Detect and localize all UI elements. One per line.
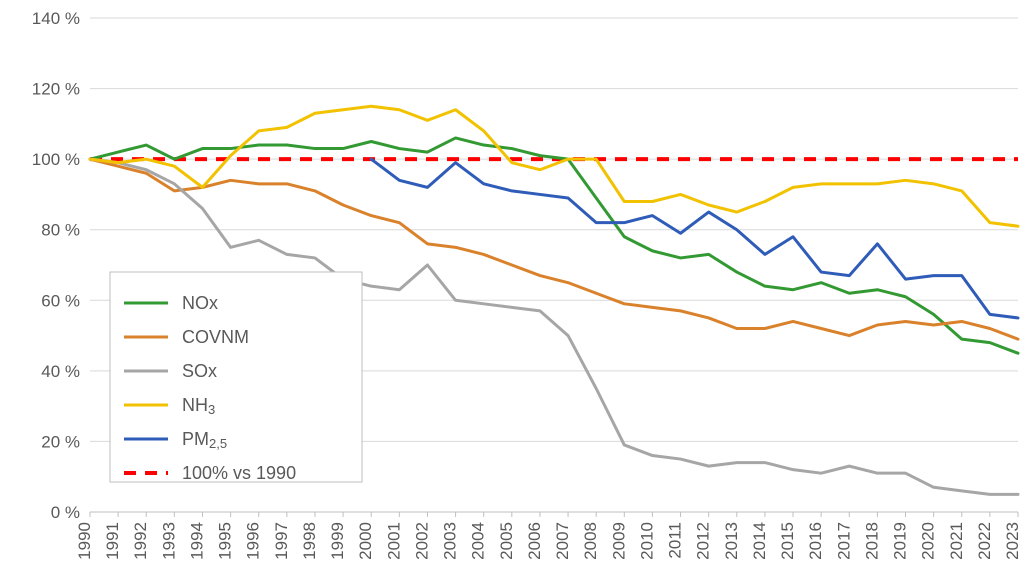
x-axis-label: 1996 — [244, 522, 263, 560]
x-axis-label: 1998 — [300, 522, 319, 560]
legend-label-nox: NOx — [182, 293, 218, 313]
y-axis-label: 120 % — [32, 80, 80, 99]
x-axis-label: 2014 — [750, 522, 769, 560]
x-axis-label: 2002 — [412, 522, 431, 560]
x-axis-label: 2010 — [637, 522, 656, 560]
x-axis-label: 2022 — [975, 522, 994, 560]
x-axis-label: 2004 — [469, 522, 488, 560]
x-axis-label: 2019 — [891, 522, 910, 560]
x-axis-label: 1992 — [131, 522, 150, 560]
emissions-chart: 0 % 20 % 40 % 60 % 80 % 100 % 120 % 140 % 1990 19… — [0, 0, 1035, 586]
y-axis-label: 100 % — [32, 150, 80, 169]
x-axis-label: 2000 — [356, 522, 375, 560]
x-axis-label: 2023 — [1003, 522, 1022, 560]
legend-label-sox: SOx — [182, 361, 217, 381]
x-axis-label: 2017 — [834, 522, 853, 560]
x-axis-label: 2016 — [806, 522, 825, 560]
x-axis-label: 2006 — [525, 522, 544, 560]
legend-label-refline: 100% vs 1990 — [182, 463, 296, 483]
x-axis-label: 1994 — [187, 522, 206, 560]
x-axis-label: 2020 — [919, 522, 938, 560]
x-axis-label: 1997 — [272, 522, 291, 560]
legend: NOxCOVNMSOxNH3PM2,5100% vs 1990 — [110, 272, 362, 483]
x-axis-label: 1999 — [328, 522, 347, 560]
y-axis-label: 80 % — [41, 221, 80, 240]
y-axis-label: 40 % — [41, 362, 80, 381]
x-axis-label: 2008 — [581, 522, 600, 560]
chart-svg: 0 % 20 % 40 % 60 % 80 % 100 % 120 % 140 % 1990 19… — [0, 0, 1035, 586]
x-axis-label: 1991 — [103, 522, 122, 560]
x-axis-label: 2018 — [862, 522, 881, 560]
x-axis-label: 2012 — [694, 522, 713, 560]
x-axis-label: 2005 — [497, 522, 516, 560]
y-axis-label: 140 % — [32, 9, 80, 28]
x-axis-label: 2007 — [553, 522, 572, 560]
x-axis-label: 1990 — [75, 522, 94, 560]
y-axis-label: 20 % — [41, 432, 80, 451]
x-axis-label: 1993 — [159, 522, 178, 560]
x-axis-label: 2013 — [722, 522, 741, 560]
x-axis-label: 2003 — [441, 522, 460, 560]
x-axis-label: 2021 — [947, 522, 966, 560]
x-axis-label: 2009 — [609, 522, 628, 560]
x-axis-label: 1995 — [216, 522, 235, 560]
y-axis-label: 60 % — [41, 291, 80, 310]
x-axis-label: 2001 — [384, 522, 403, 560]
x-axis-label: 2015 — [778, 522, 797, 560]
y-axis-label: 0 % — [51, 503, 80, 522]
x-axis-label: 2011 — [666, 522, 685, 559]
legend-label-covnm: COVNM — [182, 327, 249, 347]
